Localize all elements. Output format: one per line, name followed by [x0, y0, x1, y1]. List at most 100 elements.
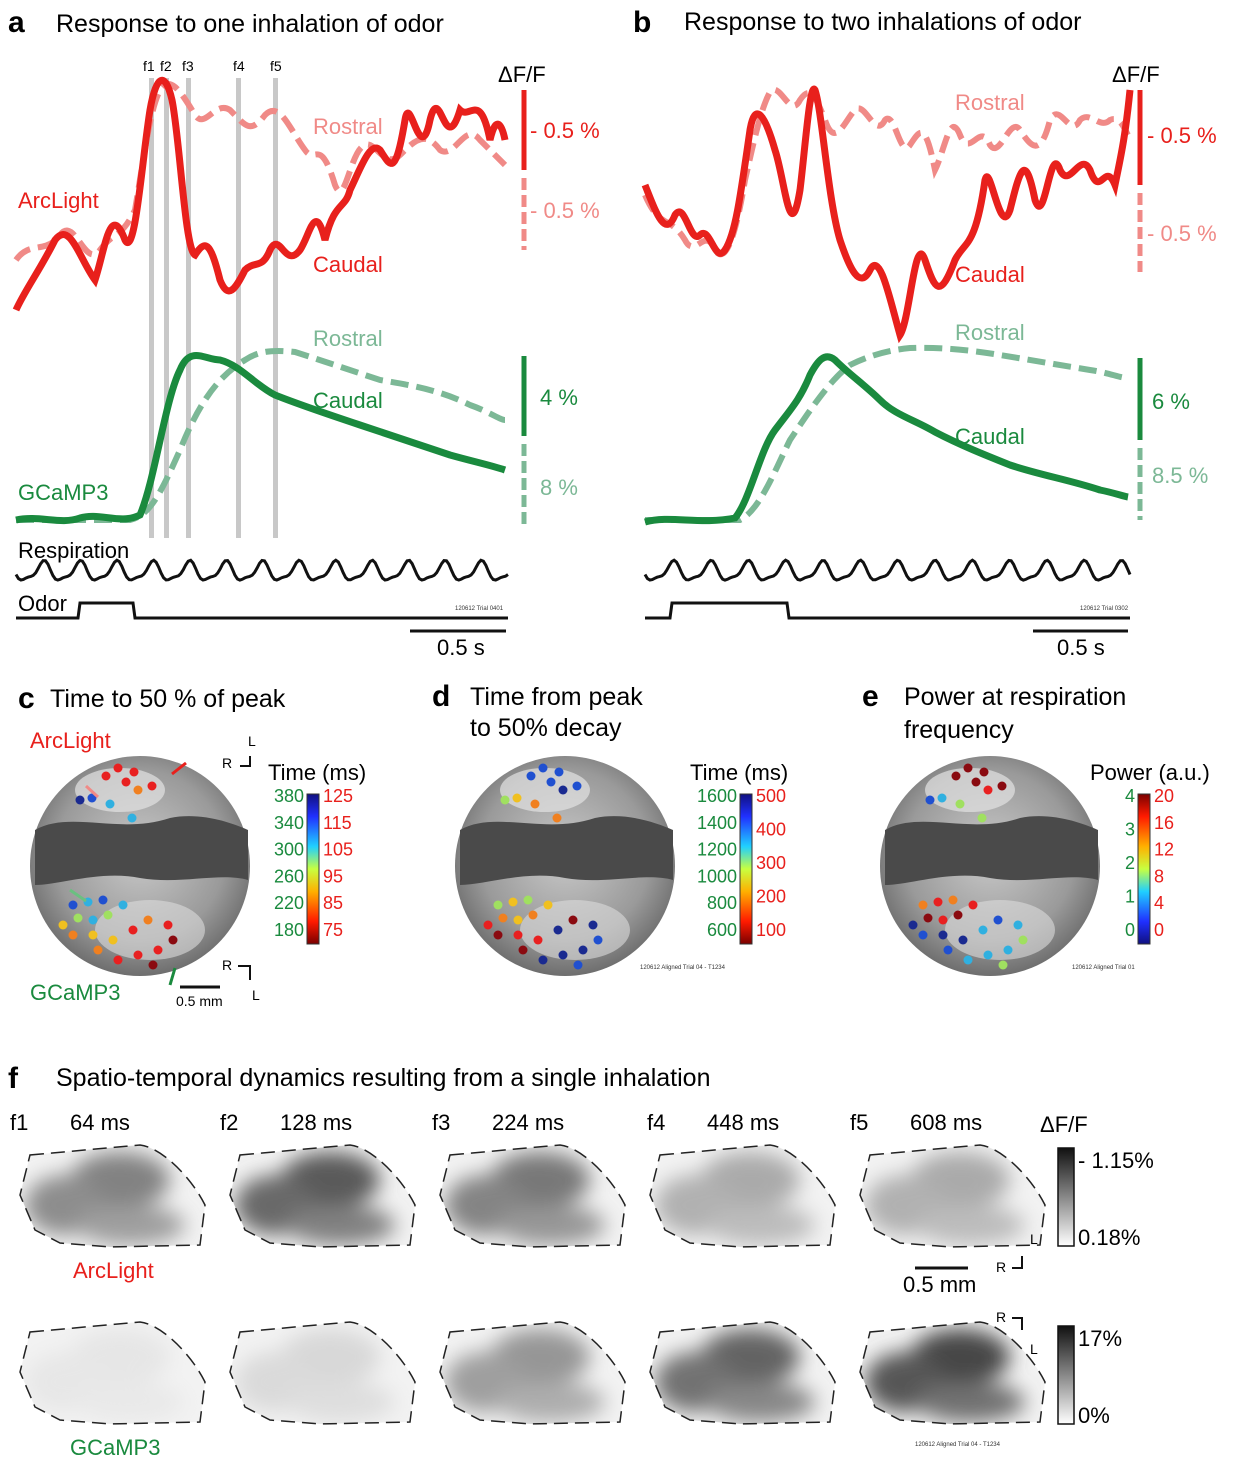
scale-label-green-1-b: 6 % [1152, 389, 1190, 414]
frame-time-label: 64 ms [70, 1110, 130, 1135]
colorbar-tick-red: 75 [323, 920, 343, 940]
roi-dot [948, 895, 958, 905]
roi-dot [568, 915, 578, 925]
panel-letter-a: a [8, 6, 25, 39]
colorbar-tick-green: 1600 [697, 786, 737, 806]
gray-colorbar-bot [1057, 1325, 1075, 1425]
gcamp-caudal-trace [15, 352, 507, 525]
arclight-maps [19, 1144, 1046, 1248]
respiration-trace-a [14, 558, 509, 582]
frame-time-label: 448 ms [707, 1110, 779, 1135]
cbar-title-d: Time (ms) [690, 760, 788, 785]
roi-dot [493, 930, 503, 940]
colorbar-tick-green: 380 [274, 786, 304, 806]
roi-dot [533, 935, 543, 945]
region-outline [439, 1321, 626, 1425]
dff-label-b: ΔF/F [1112, 62, 1160, 87]
region-outline [19, 1321, 206, 1425]
gcamp-label-f: GCaMP3 [70, 1435, 160, 1460]
roi-dot [925, 795, 935, 805]
activity-map [860, 1322, 1045, 1424]
roi-dot [103, 910, 113, 920]
odor-trace-a [16, 601, 508, 620]
gcamp-caudal-trace-b [644, 353, 1129, 526]
brain-image-d [455, 756, 675, 976]
roi-dot [121, 777, 131, 787]
roi-dot [108, 935, 118, 945]
roi-dot [963, 763, 973, 773]
frame-labels-f: f1 64 ms f2 128 ms f3 224 ms f4 448 ms f5 608 ms [10, 1110, 982, 1135]
frame-id-label: f2 [220, 1110, 238, 1135]
bot-cbar-max: 17% [1078, 1326, 1122, 1351]
arclight-caudal-trace-b [641, 85, 1134, 344]
roi-dots-d [483, 763, 603, 970]
odor-label-a: Odor [18, 591, 67, 616]
panel-d-title-1: Time from peak [470, 683, 643, 711]
colorbar-tick-red: 95 [323, 866, 343, 886]
odor-trace-b [645, 601, 1130, 620]
colorbar-tick-green: 3 [1125, 820, 1135, 840]
frame-time-label: 608 ms [910, 1110, 982, 1135]
colorbar-tick-red: 500 [756, 786, 786, 806]
orient-R-f: R [996, 1259, 1006, 1275]
panel-f-title: Spatio-temporal dynamics resulting from … [56, 1064, 711, 1092]
roi-dot [148, 960, 158, 970]
panel-d-title-2: to 50% decay [470, 714, 622, 742]
roi-dot [133, 950, 143, 960]
roi-dots-e [908, 763, 1028, 970]
colorbar-tick-green: 1 [1125, 887, 1135, 907]
roi-dot [118, 900, 128, 910]
roi-dot [512, 793, 522, 803]
colorbar-tick-red: 200 [756, 887, 786, 907]
roi-dot [147, 781, 157, 791]
roi-dot [127, 813, 137, 823]
region-outline [859, 1321, 1046, 1425]
caudal-arrow-icon [171, 761, 187, 776]
roi-dot [168, 935, 178, 945]
arclight-label-c: ArcLight [30, 728, 111, 753]
colorbar-tick-red: 300 [756, 853, 786, 873]
roi-dot [483, 920, 493, 930]
roi-dot [918, 900, 928, 910]
roi-dot [88, 930, 98, 940]
colorbar-ticks-d: 1600 1400 1200 1000 800 600 500 400 300 200 100 [697, 786, 786, 940]
scale-label-green-1: 4 % [540, 385, 578, 410]
roi-dot [98, 895, 108, 905]
roi-dot [87, 793, 97, 803]
arclight-label-f: ArcLight [73, 1258, 154, 1283]
roi-dot [918, 930, 928, 940]
panel-c: c Time to 50 % of peak ArcLight GCaMP3 L… [18, 682, 366, 1009]
roi-dot [546, 777, 556, 787]
brain-image-c [30, 756, 250, 976]
panel-letter-b: b [633, 6, 651, 39]
roi-dot [513, 915, 523, 925]
region-outline [229, 1321, 416, 1425]
panel-letter-f: f [8, 1062, 19, 1095]
orient-marker2-f [1012, 1317, 1023, 1330]
gcamp-label-c: GCaMP3 [30, 980, 120, 1005]
rostral-label-red-a: Rostral [313, 114, 383, 139]
colorbar-tick-green: 300 [274, 840, 304, 860]
roi-dot [528, 910, 538, 920]
roi-dot [68, 930, 78, 940]
roi-dot [977, 813, 987, 823]
colorbar-tick-red: 8 [1154, 866, 1164, 886]
roi-dot [153, 945, 163, 955]
roi-dot [933, 897, 943, 907]
colorbar-tick-green: 1400 [697, 813, 737, 833]
roi-dot [997, 781, 1007, 791]
roi-dot [983, 785, 993, 795]
roi-dot [968, 900, 978, 910]
roi-dot [526, 771, 536, 781]
colorbar-ticks-c: 380 340 300 260 220 180 125 115 105 95 85 75 [274, 786, 353, 940]
colorbar-tick-red: 85 [323, 893, 343, 913]
roi-dot [1013, 920, 1023, 930]
colorbar-tick-green: 4 [1125, 786, 1135, 806]
colorbar-tick-green: 1200 [697, 840, 737, 860]
orient-marker-c [240, 756, 251, 767]
caudal-label-red-b: Caudal [955, 262, 1025, 287]
roi-dot [523, 895, 533, 905]
trial-label-a: 120612 Trial 0401 [455, 606, 504, 612]
orient-L-c: L [248, 733, 256, 749]
panel-d: d Time from peak to 50% decay 120612 Ali… [432, 680, 788, 976]
